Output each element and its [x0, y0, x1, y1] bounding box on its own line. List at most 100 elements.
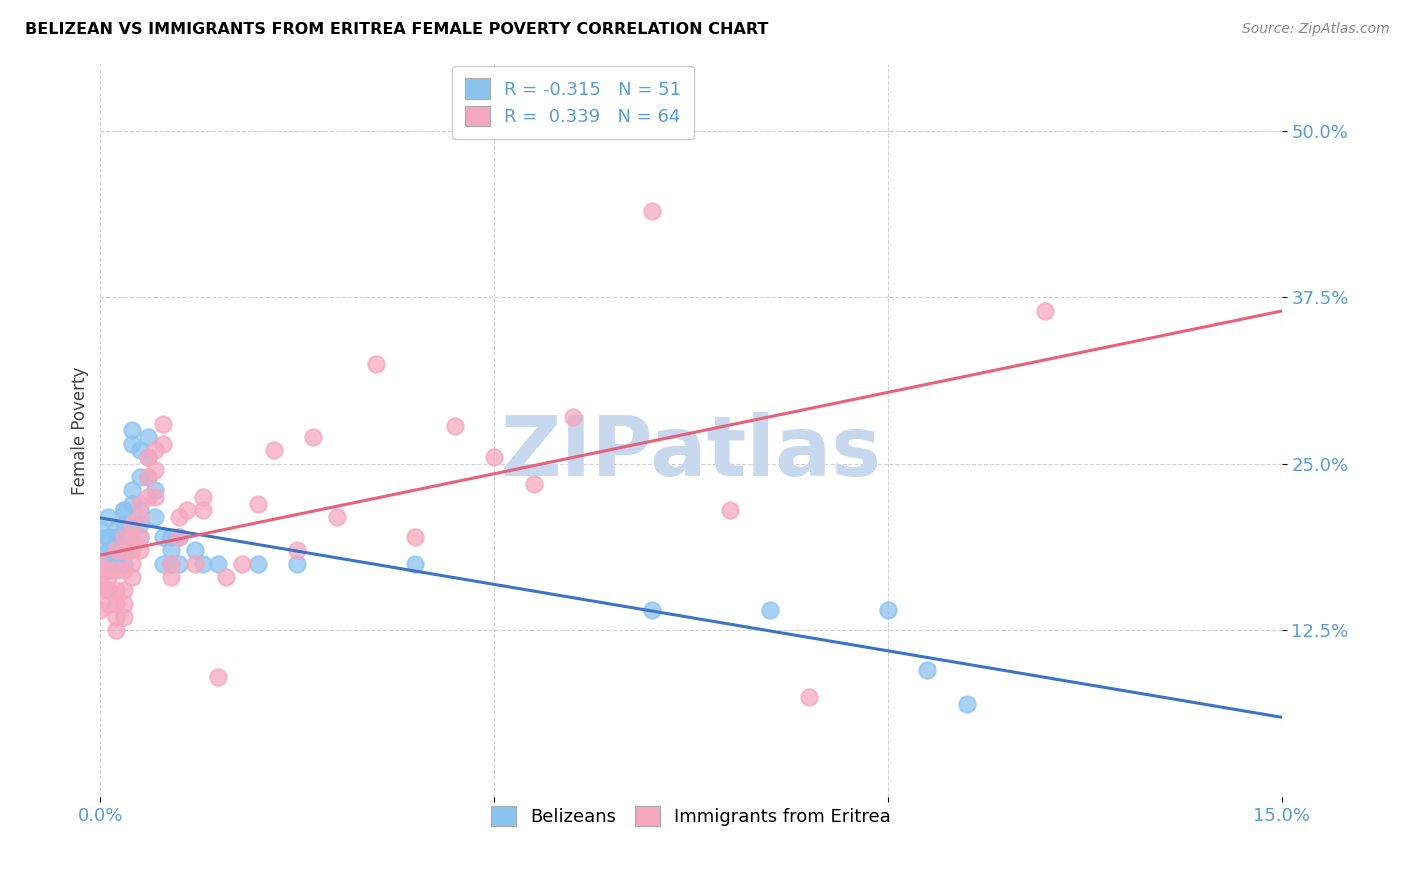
Point: [917, 663, 939, 677]
Point: [97, 557, 120, 571]
Text: Source: ZipAtlas.com: Source: ZipAtlas.com: [1241, 22, 1389, 37]
Point: [404, 557, 426, 571]
Point: [112, 516, 135, 531]
Point: [112, 530, 135, 544]
Point: [145, 510, 167, 524]
Point: [640, 603, 662, 617]
Point: [97, 530, 120, 544]
Point: [121, 570, 143, 584]
Point: [89, 557, 111, 571]
Point: [799, 690, 821, 704]
Point: [160, 557, 183, 571]
Point: [97, 597, 120, 611]
Point: [112, 563, 135, 577]
Point: [89, 583, 111, 598]
Point: [97, 583, 120, 598]
Point: [112, 543, 135, 558]
Point: [404, 530, 426, 544]
Point: [105, 557, 128, 571]
Point: [128, 530, 150, 544]
Point: [482, 450, 505, 464]
Point: [97, 543, 120, 558]
Point: [89, 524, 111, 538]
Point: [207, 557, 229, 571]
Point: [105, 597, 128, 611]
Point: [105, 543, 128, 558]
Point: [191, 490, 214, 504]
Point: [877, 603, 900, 617]
Point: [152, 557, 174, 571]
Point: [128, 497, 150, 511]
Point: [522, 476, 544, 491]
Point: [302, 430, 325, 444]
Text: ZIPatlas: ZIPatlas: [501, 412, 882, 493]
Point: [97, 570, 120, 584]
Point: [718, 503, 741, 517]
Point: [136, 490, 159, 504]
Point: [136, 450, 159, 464]
Point: [89, 543, 111, 558]
Point: [215, 570, 238, 584]
Point: [191, 503, 214, 517]
Point: [246, 497, 269, 511]
Point: [561, 410, 583, 425]
Point: [285, 557, 308, 571]
Point: [112, 597, 135, 611]
Legend: Belizeans, Immigrants from Eritrea: Belizeans, Immigrants from Eritrea: [482, 797, 900, 836]
Point: [112, 583, 135, 598]
Point: [105, 583, 128, 598]
Point: [97, 530, 120, 544]
Point: [128, 470, 150, 484]
Point: [128, 443, 150, 458]
Point: [112, 503, 135, 517]
Point: [285, 543, 308, 558]
Point: [176, 503, 198, 517]
Point: [121, 424, 143, 438]
Point: [145, 443, 167, 458]
Point: [105, 624, 128, 638]
Text: BELIZEAN VS IMMIGRANTS FROM ERITREA FEMALE POVERTY CORRELATION CHART: BELIZEAN VS IMMIGRANTS FROM ERITREA FEMA…: [25, 22, 769, 37]
Point: [105, 543, 128, 558]
Point: [152, 417, 174, 431]
Point: [145, 463, 167, 477]
Point: [112, 543, 135, 558]
Point: [112, 610, 135, 624]
Point: [207, 670, 229, 684]
Point: [956, 697, 979, 711]
Point: [364, 357, 387, 371]
Point: [184, 543, 207, 558]
Point: [136, 470, 159, 484]
Point: [128, 510, 150, 524]
Point: [112, 503, 135, 517]
Point: [105, 610, 128, 624]
Point: [121, 483, 143, 498]
Point: [128, 543, 150, 558]
Point: [184, 557, 207, 571]
Point: [121, 543, 143, 558]
Point: [89, 603, 111, 617]
Point: [167, 530, 190, 544]
Point: [152, 530, 174, 544]
Point: [112, 530, 135, 544]
Point: [112, 557, 135, 571]
Point: [105, 530, 128, 544]
Point: [136, 450, 159, 464]
Point: [640, 203, 662, 218]
Point: [128, 503, 150, 517]
Point: [167, 557, 190, 571]
Point: [112, 543, 135, 558]
Point: [152, 436, 174, 450]
Point: [136, 430, 159, 444]
Point: [128, 516, 150, 531]
Point: [105, 524, 128, 538]
Point: [121, 436, 143, 450]
Point: [759, 603, 782, 617]
Point: [97, 563, 120, 577]
Point: [160, 543, 183, 558]
Point: [121, 530, 143, 544]
Point: [145, 490, 167, 504]
Point: [136, 470, 159, 484]
Point: [121, 497, 143, 511]
Point: [121, 516, 143, 531]
Point: [1035, 303, 1057, 318]
